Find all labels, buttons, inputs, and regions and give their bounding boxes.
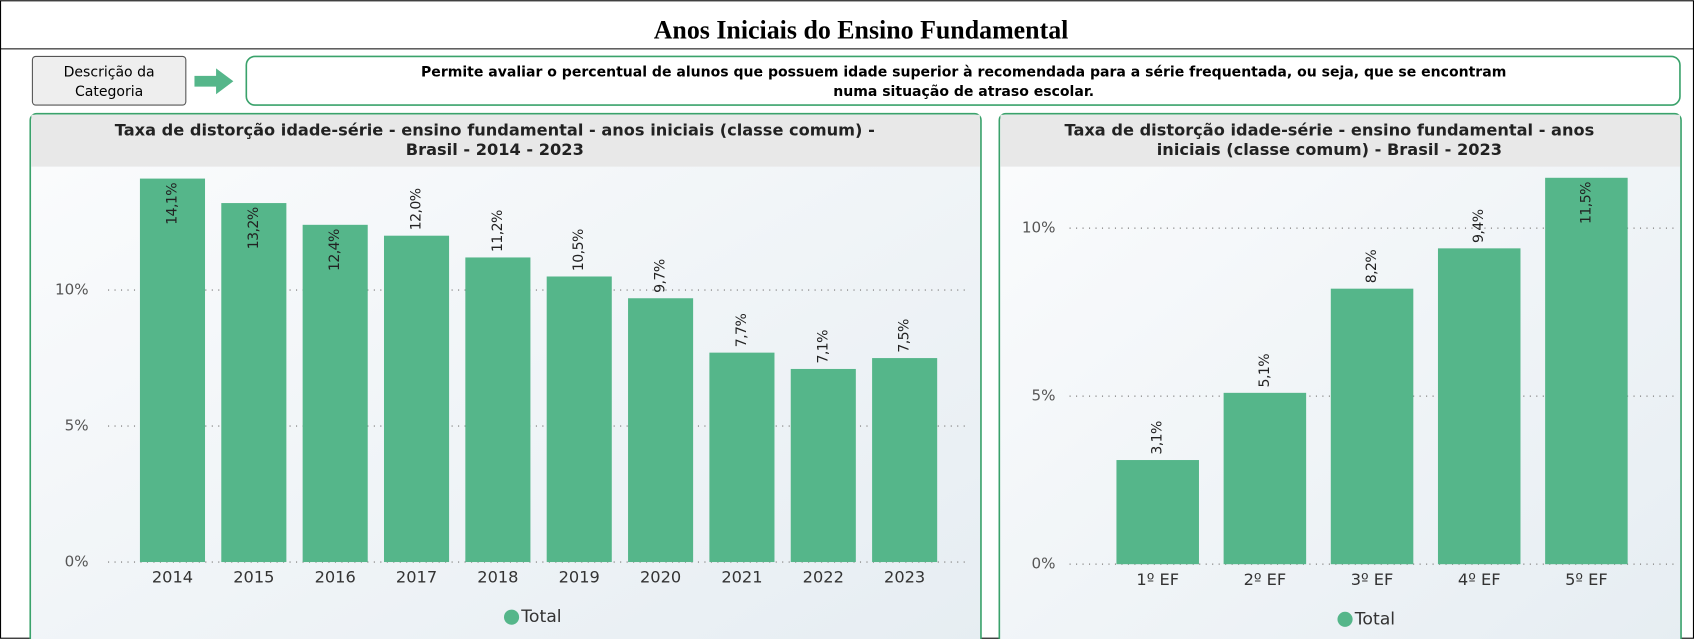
x-tick-label: 2022	[803, 568, 844, 587]
data-label: 13,2%	[246, 207, 262, 249]
chart-title: Brasil - 2014 - 2023	[406, 140, 584, 159]
description-box	[245, 55, 1681, 106]
x-tick-label: 2020	[640, 568, 681, 587]
x-tick-label: 2021	[721, 568, 762, 587]
x-tick-label: 2019	[559, 568, 600, 587]
data-label: 9,4%	[1471, 209, 1487, 243]
panel-header	[31, 114, 980, 167]
bar	[1223, 392, 1307, 565]
arrow	[194, 68, 234, 95]
bar	[872, 358, 938, 563]
bar	[790, 368, 856, 563]
y-tick-label: 10%	[1022, 219, 1056, 237]
data-label: 5,1%	[1257, 354, 1273, 388]
description-label-box	[31, 55, 187, 106]
chart-title: Taxa de distorção idade-série - ensino f…	[115, 120, 875, 139]
y-tick-label: 0%	[1032, 555, 1056, 573]
bar	[139, 178, 206, 563]
x-tick-label: 2016	[315, 568, 356, 587]
description-label: Categoria	[75, 84, 143, 100]
x-tick-label: 2023	[884, 568, 925, 587]
data-label: 7,5%	[897, 319, 913, 353]
legend-label: Total	[520, 607, 561, 627]
bar	[628, 298, 694, 563]
data-label: 14,1%	[164, 183, 180, 225]
data-label: 10,5%	[571, 229, 587, 271]
bar	[1330, 288, 1414, 565]
x-tick-label: 2014	[152, 568, 193, 587]
description-text: numa situação de atraso escolar.	[833, 84, 1094, 100]
description-label: Descrição da	[64, 65, 155, 81]
data-label: 12,0%	[409, 188, 425, 230]
chart-title: iniciais (classe comum) - Brasil - 2023	[1157, 140, 1502, 159]
bar	[302, 224, 368, 563]
legend-marker	[503, 609, 520, 625]
bar	[465, 257, 531, 563]
x-tick-label: 3º EF	[1351, 570, 1394, 589]
bar	[1437, 248, 1521, 565]
data-label: 7,1%	[815, 330, 831, 364]
page-title: Anos Iniciais do Ensino Fundamental	[654, 16, 1069, 45]
data-label: 8,2%	[1364, 250, 1380, 284]
chart-title: Taxa de distorção idade-série - ensino f…	[1064, 120, 1594, 139]
bar	[546, 276, 612, 563]
y-tick-label: 0%	[65, 553, 89, 571]
legend-marker	[1337, 611, 1353, 627]
legend-label: Total	[1354, 609, 1395, 629]
x-tick-label: 2017	[396, 568, 437, 587]
x-tick-label: 1º EF	[1136, 570, 1179, 589]
x-tick-label: 2018	[477, 568, 518, 587]
data-label: 7,7%	[734, 314, 750, 348]
y-tick-label: 5%	[65, 417, 89, 435]
data-label: 12,4%	[327, 229, 343, 271]
y-tick-label: 10%	[55, 281, 89, 299]
y-tick-label: 5%	[1032, 387, 1056, 405]
x-tick-label: 5º EF	[1565, 570, 1608, 589]
data-label: 9,7%	[653, 259, 669, 293]
bar	[1545, 177, 1628, 565]
bar	[1116, 460, 1199, 565]
data-label: 3,1%	[1150, 421, 1166, 455]
data-label: 11,2%	[490, 210, 506, 252]
data-label: 11,5%	[1578, 182, 1594, 224]
x-tick-label: 2015	[233, 568, 274, 587]
bar	[383, 235, 450, 563]
panel-header	[1000, 114, 1680, 167]
bar	[221, 203, 287, 563]
description-text: Permite avaliar o percentual de alunos q…	[421, 65, 1506, 81]
x-tick-label: 4º EF	[1458, 570, 1501, 589]
x-tick-label: 2º EF	[1244, 570, 1287, 589]
bar	[709, 352, 775, 563]
